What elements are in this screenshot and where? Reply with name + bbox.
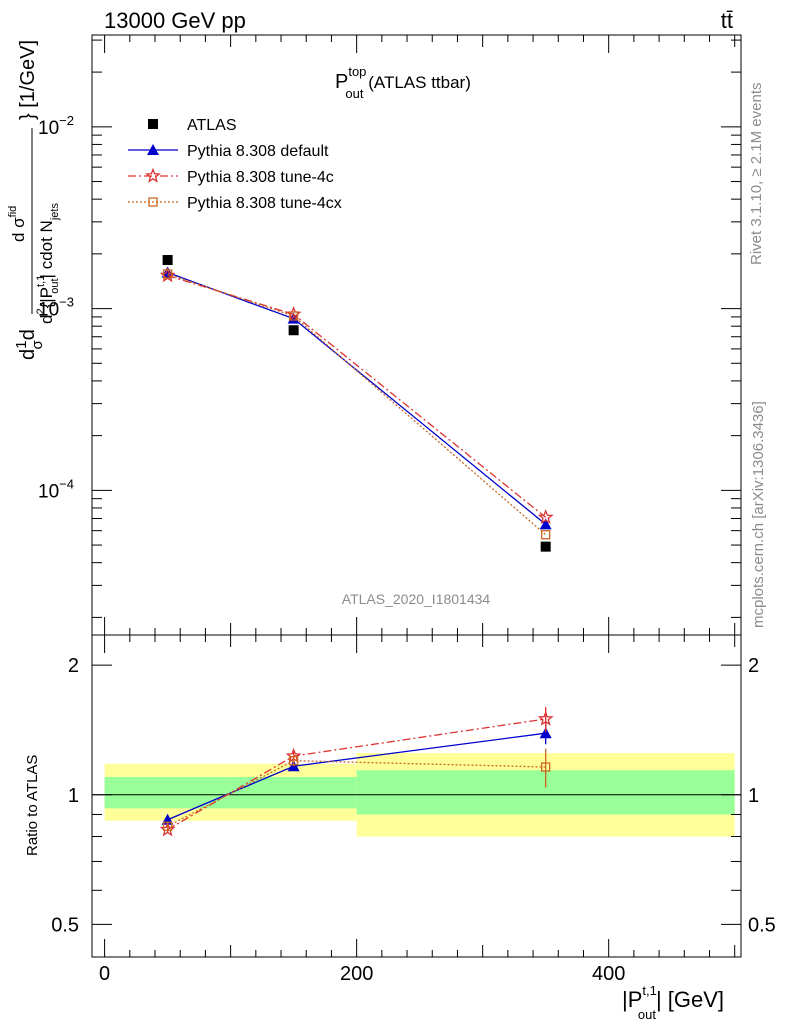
ratio-point-tune4c-2 [537, 710, 554, 726]
legend-marker-data [148, 119, 158, 129]
plot-title: Ptop out (ATLAS ttbar) [335, 64, 471, 101]
series-line-default [167, 271, 547, 525]
legend-label-data: ATLAS [187, 117, 237, 134]
ratio-y-axis-label: Ratio to ATLAS [24, 755, 41, 856]
legend-marker-tune4c [145, 167, 161, 183]
legend-label-tune4c: Pythia 8.308 tune-4c [187, 169, 334, 186]
ratio-y-tick-label-left-2: 2 [68, 655, 79, 677]
ratio-y-tick-label-right-2: 2 [748, 655, 759, 677]
main-y-tick-label-1: 10−3 [38, 295, 74, 321]
legend-label-default: Pythia 8.308 default [187, 143, 329, 160]
inner-band-bin-1 [230, 776, 357, 809]
ratio-uncertainty-bands [92, 753, 741, 837]
energy-label: 13000 GeV pp [104, 8, 246, 33]
main-y-tick-label-0: 10−2 [38, 113, 74, 139]
ratio-panel-frame [91, 634, 742, 958]
main-y-axis-label: d1σd d σfid d2{|Pt,1 out| cdot Njets } [1… [7, 40, 61, 360]
x-tick-label-0: 0 [99, 963, 110, 985]
point-tune4cx-0 [162, 269, 173, 279]
point-tune4c-2 [537, 509, 554, 525]
point-tune4c-1 [285, 306, 302, 322]
x-tick-label-2: 400 [592, 963, 625, 985]
legend: ATLAS Pythia 8.308 default Pythia 8.308 tu… [128, 117, 342, 212]
point-data-0 [162, 255, 173, 266]
x-tick-label-1: 200 [340, 963, 373, 985]
process-label: tt̄ [721, 8, 733, 33]
point-default-0 [161, 266, 174, 278]
ratio-y-tick-label-right-1: 1 [748, 785, 759, 807]
legend-marker-default [147, 144, 159, 155]
ratio-y-tick-label-left-1: 1 [68, 785, 79, 807]
point-data-1 [288, 325, 299, 336]
point-default-2 [539, 518, 552, 530]
main-y-axis-ticks: 10−2 10−3 10−4 [38, 39, 741, 618]
main-series-layer [159, 255, 554, 552]
series-line-tune4cx [167, 273, 547, 536]
ratio-point-default-2 [539, 727, 552, 739]
svg-text:d σfid: d σfid [7, 206, 28, 242]
main-y-tick-label-2: 10−4 [38, 476, 74, 502]
mcplots-label: mcplots.cern.ch [arXiv:1306.3436] [750, 401, 767, 628]
ratio-point-tune4cx-0 [162, 821, 173, 831]
legend-label-tune4cx: Pythia 8.308 tune-4cx [187, 195, 342, 212]
series-line-tune4c [167, 274, 547, 518]
point-tune4cx-1 [288, 311, 299, 321]
point-tune4cx-2 [541, 530, 551, 540]
legend-marker-tune4cx [148, 197, 158, 207]
svg-text:d1σd: d1σd [13, 329, 46, 360]
x-axis-label: |Pt,1 out| [GeV] [622, 983, 724, 1022]
ratio-point-tune4cx-2 [541, 762, 551, 772]
analysis-watermark: ATLAS_2020_I1801434 [342, 591, 491, 607]
ratio-y-tick-label-right-0: 0.5 [748, 914, 776, 936]
rivet-version-label: Rivet 3.1.10, ≥ 2.1M events [748, 83, 765, 266]
ratio-series-layer [159, 706, 554, 837]
point-default-1 [287, 312, 300, 324]
ratio-point-tune4cx-1 [288, 756, 299, 766]
inner-band-bin-0 [104, 776, 231, 809]
ratio-axis-ticks: 0.5 0.5 1 1 2 2 0 200 400 [51, 35, 776, 985]
ratio-point-tune4c-0 [159, 821, 176, 837]
ratio-y-tick-label-left-0: 0.5 [51, 914, 79, 936]
svg-text:} [1/GeV]: } [1/GeV] [17, 40, 39, 120]
point-data-2 [540, 541, 551, 552]
